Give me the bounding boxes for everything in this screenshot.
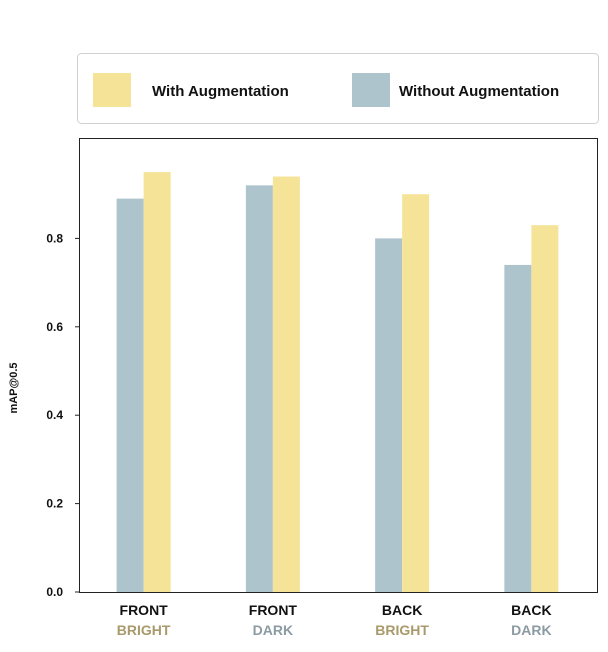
- y-tick-label: 0.0: [46, 585, 63, 599]
- y-tick-label: 0.2: [46, 497, 63, 511]
- plot-frame: [79, 138, 598, 593]
- legend-swatch: [352, 73, 390, 107]
- bar-with-augmentation-2: [402, 194, 430, 592]
- bar-without-augmentation-0: [116, 198, 144, 592]
- legend-entry-label: Without Augmentation: [399, 83, 559, 100]
- plot-area: [79, 138, 598, 593]
- legend-box: [77, 53, 599, 124]
- legend: With Augmentation Without Augmentation: [77, 53, 599, 124]
- bar-with-augmentation-3: [531, 225, 559, 592]
- y-tick-label: 0.6: [46, 320, 63, 334]
- bar-without-augmentation-2: [375, 238, 403, 592]
- x-tick-label-secondary: BRIGHT: [117, 622, 171, 638]
- legend-entry-label: With Augmentation: [152, 83, 289, 100]
- x-tick-label-secondary: BRIGHT: [375, 622, 429, 638]
- bars-layer: [116, 172, 559, 593]
- y-axis-label: mAP@0.5: [8, 362, 20, 413]
- x-tick-label-primary: BACK: [382, 602, 422, 618]
- x-tick-label-secondary: DARK: [253, 622, 293, 638]
- x-tick-label-primary: BACK: [511, 602, 551, 618]
- legend-swatch: [93, 73, 131, 107]
- y-tick-label: 0.4: [46, 408, 63, 422]
- x-axis: FRONT BRIGHT FRONT DARK BACK BRIGHT BACK DARK: [117, 602, 552, 638]
- x-tick-label-primary: FRONT: [249, 602, 298, 618]
- bar-without-augmentation-1: [245, 185, 273, 593]
- bar-with-augmentation-1: [272, 176, 300, 592]
- y-tick-label: 0.8: [46, 231, 63, 245]
- x-tick-label-secondary: DARK: [511, 622, 551, 638]
- bar-without-augmentation-3: [504, 264, 532, 592]
- y-axis: 0.0 0.2 0.4 0.6 0.8: [46, 231, 80, 599]
- bar-with-augmentation-0: [143, 172, 171, 592]
- x-tick-label-primary: FRONT: [120, 602, 169, 618]
